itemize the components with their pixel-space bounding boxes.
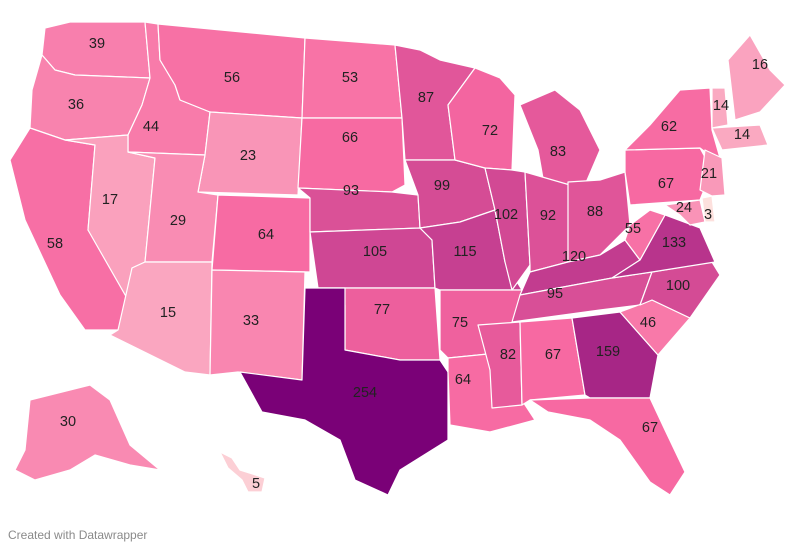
state-wy [197,111,303,196]
state-value-az: 15 [160,305,176,321]
state-value-nv: 17 [102,192,118,208]
state-value-ga: 159 [596,344,620,360]
credit-text: Created with Datawrapper [8,528,148,542]
state-wv [624,209,666,261]
state-ms [477,321,523,409]
us-choropleth-map: 3936584417562329156433536693105772548799… [9,21,786,496]
state-value-sc: 46 [640,315,656,331]
state-value-de: 3 [704,207,712,223]
state-value-ok: 77 [374,302,390,318]
state-value-ms: 82 [500,347,516,363]
state-value-ct: 14 [734,127,750,143]
state-value-ne: 93 [343,183,359,199]
state-ak [14,384,161,481]
state-value-md: 24 [676,200,692,216]
state-value-pa: 67 [658,176,674,192]
state-de [701,195,716,223]
state-value-oh: 88 [587,204,603,220]
state-value-or: 36 [68,97,84,113]
state-value-nj: 21 [701,166,717,182]
state-value-wv: 55 [625,221,641,237]
state-il [484,167,531,291]
state-wi [447,67,516,171]
state-al [519,317,586,406]
state-value-ks: 105 [363,244,387,260]
state-vt [711,87,729,129]
state-value-mi: 83 [550,144,566,160]
state-value-al: 67 [545,347,561,363]
state-value-in: 92 [540,208,556,224]
state-md [664,199,706,226]
state-value-fl: 67 [642,420,658,436]
state-value-tn: 95 [547,286,563,302]
state-value-hi: 5 [252,476,260,492]
state-value-mn: 87 [418,90,434,106]
state-value-co: 64 [258,227,274,243]
state-value-ut: 29 [170,213,186,229]
state-value-mt: 56 [224,70,240,86]
state-value-il: 102 [494,207,518,223]
state-me [727,34,786,121]
state-value-me: 16 [752,57,768,73]
state-value-mo: 115 [453,244,476,260]
state-tx [239,287,449,496]
state-value-wi: 72 [482,123,498,139]
state-value-nm: 33 [243,313,259,329]
state-hi [219,451,266,493]
state-value-nc: 100 [666,278,690,294]
state-value-ny: 62 [661,119,677,135]
state-mi [519,89,601,191]
state-nj [699,149,726,197]
state-fl [529,397,686,496]
state-value-la: 64 [455,372,471,388]
state-ct [711,124,769,151]
state-value-id: 44 [143,119,159,135]
state-value-ar: 75 [452,315,468,331]
state-value-tx: 254 [353,385,377,401]
state-value-va: 133 [662,235,686,251]
state-ny [624,87,723,166]
state-co [211,194,311,273]
state-value-wy: 23 [240,148,256,164]
state-value-nd: 53 [342,70,358,86]
state-value-ak: 30 [60,414,76,430]
state-value-ky: 120 [562,249,586,265]
state-value-vt: 14 [713,98,729,114]
state-value-ia: 99 [434,178,450,194]
state-value-ca: 58 [47,236,63,252]
state-sd [297,117,406,193]
state-value-sd: 66 [342,130,358,146]
state-value-wa: 39 [89,36,105,52]
